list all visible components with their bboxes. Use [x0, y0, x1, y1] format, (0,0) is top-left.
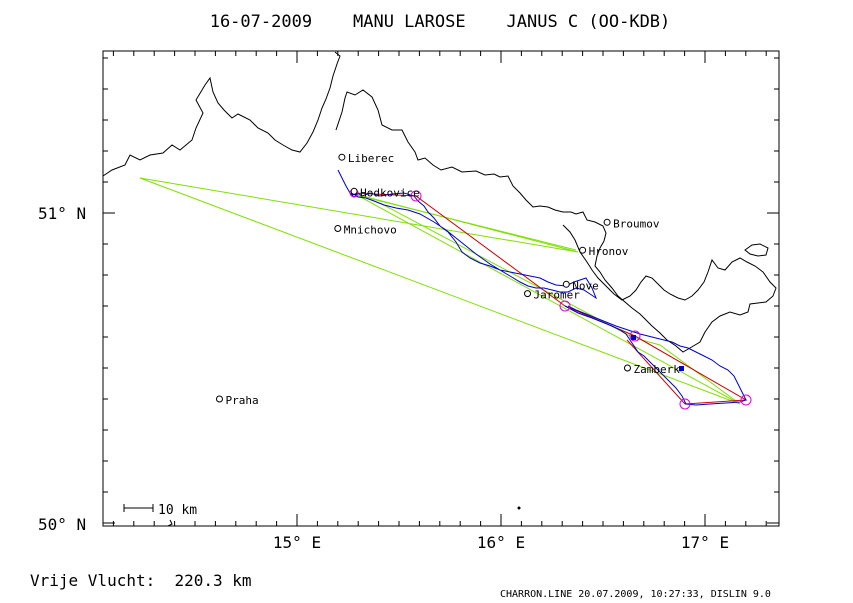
town-dot-hodkovice	[350, 187, 358, 195]
town-label-mnichovo: Mnichovo	[344, 224, 397, 237]
axis-ticks	[103, 51, 779, 526]
lat-label-50: 50° N	[38, 515, 86, 534]
town-dot-mnichovo	[334, 225, 342, 232]
town-label-nove: Nove	[572, 279, 599, 292]
town-label-zamberk: Zamberk	[633, 363, 680, 376]
map-frame	[102, 50, 780, 527]
town-dot-praha	[215, 395, 223, 403]
chart-title: 16-07-2009 MANU LAROSE JANUS C (OO-KDB)	[210, 12, 671, 32]
flight-track	[337, 169, 747, 406]
turnpoints	[349, 188, 752, 410]
town-label-liberec: Liberec	[348, 152, 394, 165]
town-dot-liberec	[338, 153, 346, 161]
map-mark	[167, 519, 173, 527]
town-dot-jaromer	[524, 290, 532, 298]
lat-label-51: 51° N	[38, 204, 86, 223]
town-dot-hronov	[579, 246, 587, 254]
town-dot-broumov	[603, 218, 611, 226]
scale-bar: 10 km	[123, 503, 197, 518]
town-dot-nove	[562, 280, 570, 288]
town-label-praha: Praha	[225, 394, 258, 407]
country-border-2	[744, 243, 769, 257]
town-markers: Liberec Hodkovice Mnichovo Broumov Hronov Nov…	[215, 152, 680, 407]
scale-label: 10 km	[158, 503, 197, 518]
map-mark-dot	[517, 506, 521, 510]
town-label-hodkovice: Hodkovice	[360, 186, 420, 199]
town-label-jaromer: Jaromer	[534, 289, 581, 302]
distance-label: Vrije Vlucht: 220.3 km	[30, 571, 252, 590]
town-dot-zamberk	[623, 364, 631, 372]
town-label-broumov: Broumov	[613, 217, 660, 230]
lon-label-15: 15° E	[273, 533, 321, 552]
town-label-hronov: Hronov	[589, 245, 629, 258]
lon-label-16: 16° E	[477, 533, 525, 552]
footer-credit: CHARRON.LINE 20.07.2009, 10:27:33, DISLI…	[500, 589, 771, 600]
country-border	[102, 51, 777, 353]
lon-label-17: 17° E	[681, 533, 729, 552]
